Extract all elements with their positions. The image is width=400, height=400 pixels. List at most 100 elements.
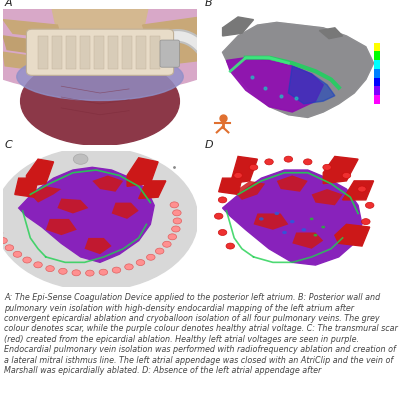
Circle shape [218,230,227,236]
Ellipse shape [0,148,198,290]
Polygon shape [84,238,112,254]
Circle shape [362,219,370,225]
Polygon shape [312,189,342,205]
Text: C: C [5,140,12,150]
Circle shape [249,164,258,170]
Circle shape [265,159,273,165]
Bar [136,36,146,68]
Circle shape [173,210,181,216]
Polygon shape [3,52,36,70]
Bar [374,86,380,95]
Circle shape [73,154,88,164]
FancyBboxPatch shape [160,40,179,67]
Polygon shape [222,22,374,118]
Polygon shape [139,43,201,63]
Bar [122,36,132,68]
Polygon shape [292,232,323,249]
Circle shape [323,164,331,170]
Circle shape [112,267,121,273]
Polygon shape [139,181,166,198]
Bar [150,36,160,68]
Circle shape [125,264,133,270]
Polygon shape [323,156,358,184]
Polygon shape [234,181,265,200]
Bar [374,52,380,60]
Circle shape [321,226,325,228]
Polygon shape [222,22,374,118]
Circle shape [358,186,366,192]
Polygon shape [52,6,148,33]
Text: A: A [5,0,12,8]
Polygon shape [222,170,362,265]
Circle shape [214,213,223,219]
Bar [38,36,48,68]
Circle shape [284,156,293,162]
Bar [94,36,104,68]
Polygon shape [3,20,61,39]
Circle shape [13,251,22,257]
Polygon shape [46,219,77,235]
Polygon shape [226,58,323,112]
Polygon shape [127,158,158,186]
Circle shape [173,218,182,224]
Circle shape [23,257,31,263]
Text: A: The Epi-Sense Coagulation Device applied to the posterior left atrium. B: Pos: A: The Epi-Sense Coagulation Device appl… [4,293,398,375]
Circle shape [302,228,306,231]
Circle shape [234,172,242,178]
Circle shape [72,270,80,276]
Circle shape [46,266,54,272]
Polygon shape [219,178,242,194]
Circle shape [163,241,171,247]
Circle shape [156,248,164,254]
Polygon shape [58,198,88,214]
Circle shape [146,254,155,260]
Circle shape [172,226,180,232]
Ellipse shape [21,57,179,145]
Text: D: D [205,140,214,150]
Bar [374,95,380,104]
Circle shape [136,260,145,266]
Ellipse shape [0,0,245,93]
Polygon shape [142,17,201,41]
Circle shape [0,238,7,244]
Polygon shape [19,167,154,262]
Circle shape [290,220,294,223]
Circle shape [342,172,351,178]
Circle shape [86,270,94,276]
Polygon shape [342,181,374,200]
Polygon shape [30,186,61,203]
Circle shape [314,234,318,236]
Circle shape [0,230,3,236]
Circle shape [310,218,314,220]
Polygon shape [222,17,254,36]
Bar [66,36,76,68]
Text: B: B [205,0,212,8]
Circle shape [218,197,227,203]
Bar [374,43,380,52]
Circle shape [274,212,279,215]
Circle shape [170,202,178,208]
Bar [52,36,62,68]
Bar [374,78,380,86]
Bar [374,60,380,69]
Polygon shape [254,214,288,230]
Bar [108,36,118,68]
Text: 1:1: 1:1 [207,11,214,15]
Circle shape [168,234,176,240]
Polygon shape [335,224,370,246]
Circle shape [304,159,312,165]
Circle shape [99,269,108,275]
Circle shape [259,217,264,220]
FancyBboxPatch shape [26,29,174,75]
Polygon shape [288,66,335,104]
Circle shape [5,245,14,251]
Polygon shape [230,156,258,184]
Circle shape [226,243,234,249]
Polygon shape [3,36,46,55]
Polygon shape [319,28,342,39]
Circle shape [282,231,287,234]
Ellipse shape [17,53,183,100]
Circle shape [59,268,67,274]
Circle shape [34,262,42,268]
Polygon shape [15,178,38,197]
